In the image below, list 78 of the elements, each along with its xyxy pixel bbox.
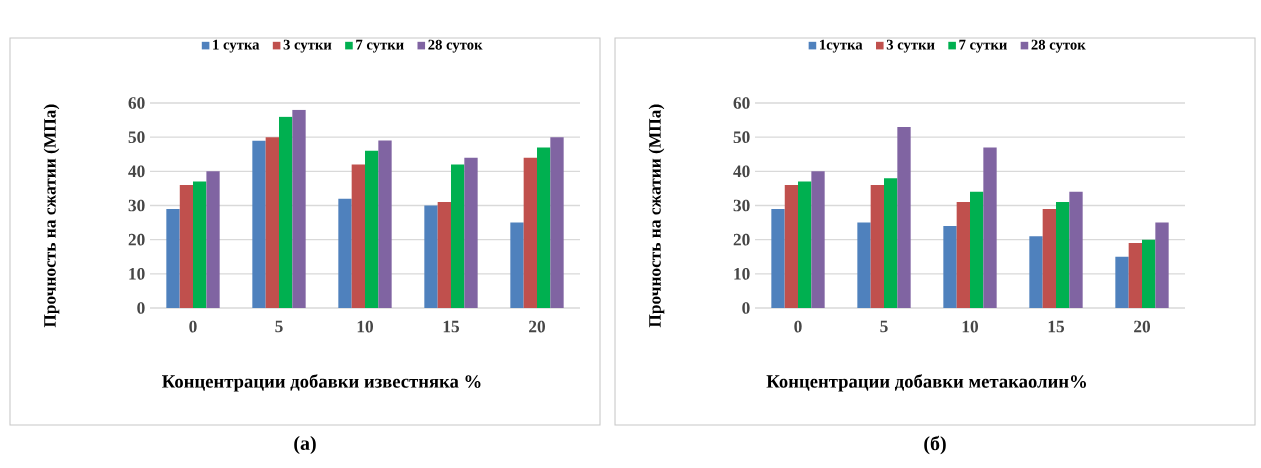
y-tick-label: 40 — [128, 165, 145, 178]
bar — [292, 109, 306, 308]
bar — [943, 226, 957, 308]
legend-label: 28 суток — [428, 39, 483, 53]
bar — [550, 137, 564, 308]
y-tick-label: 40 — [733, 165, 750, 178]
bar — [1042, 208, 1056, 308]
legend-label: 7 сутки — [356, 39, 404, 53]
y-tick-label: 50 — [733, 131, 750, 144]
bar — [193, 181, 207, 308]
bar — [771, 208, 785, 308]
x-tick-label: 15 — [1048, 320, 1065, 333]
legend-label: 3 сутки — [886, 39, 935, 53]
bar — [365, 150, 379, 308]
bar — [1115, 256, 1129, 308]
bar — [1069, 191, 1083, 308]
text: (а) — [294, 435, 316, 455]
bar — [424, 205, 438, 308]
bar — [798, 181, 812, 308]
bar — [870, 185, 884, 308]
bar — [179, 185, 193, 308]
x-tick-label: 5 — [880, 320, 888, 333]
bar — [857, 222, 871, 308]
bar — [351, 164, 365, 308]
bar — [252, 140, 266, 308]
bar — [1155, 222, 1169, 308]
bar — [537, 147, 551, 308]
x-axis-title: Концентрации добавки метакаолин% — [766, 374, 1086, 392]
y-tick-label: 20 — [733, 233, 750, 246]
y-tick-label: 30 — [128, 199, 145, 212]
y-tick-label: 10 — [129, 267, 145, 280]
bar — [811, 171, 825, 308]
bar — [1056, 202, 1070, 308]
bar — [279, 116, 293, 308]
y-tick-label: 10 — [734, 267, 750, 280]
y-axis-title: Прочность на сжатии (МПа) — [43, 104, 60, 328]
bar — [510, 222, 524, 308]
x-tick-label: 0 — [794, 320, 802, 333]
x-tick-label: 20 — [529, 320, 546, 333]
bar — [956, 202, 971, 308]
bar — [523, 157, 537, 308]
legend-label: 28 суток — [1031, 39, 1086, 53]
bar — [983, 147, 997, 308]
x-tick-label: 5 — [275, 320, 283, 333]
y-tick-label: 50 — [128, 131, 145, 144]
y-tick-label: 20 — [128, 233, 145, 246]
bar — [884, 178, 898, 308]
bar — [1128, 243, 1142, 308]
bar — [378, 140, 392, 308]
x-axis-title: Концентрации добавки известняка % — [162, 374, 481, 392]
legend-label: 7 сутки — [959, 39, 1007, 53]
y-tick-label: 0 — [137, 302, 145, 314]
bar — [265, 137, 279, 308]
bar — [784, 185, 798, 308]
y-axis-title: Прочность на сжатии (МПа) — [648, 104, 665, 328]
y-tick-label: 0 — [742, 302, 750, 314]
x-tick-label: 0 — [189, 320, 197, 333]
bar — [206, 171, 220, 308]
x-tick-label: 20 — [1134, 320, 1151, 333]
text: (б) — [924, 435, 946, 455]
bar — [166, 208, 180, 308]
bar — [338, 198, 352, 308]
bar — [464, 157, 478, 308]
legend-label: 1сутка — [820, 39, 863, 53]
bar — [970, 191, 984, 308]
bar — [1142, 239, 1156, 308]
y-tick-label: 30 — [733, 199, 750, 212]
x-tick-label: 15 — [443, 320, 460, 333]
x-tick-label: 10 — [962, 320, 979, 333]
bar — [437, 202, 451, 308]
y-tick-label: 60 — [733, 97, 750, 109]
bar — [897, 126, 911, 308]
bar — [451, 164, 465, 308]
legend-label: 1 сутка — [213, 39, 260, 53]
bar — [1029, 236, 1043, 308]
y-tick-label: 60 — [128, 97, 145, 109]
legend-label: 3 сутки — [283, 39, 332, 53]
x-tick-label: 10 — [357, 320, 374, 333]
